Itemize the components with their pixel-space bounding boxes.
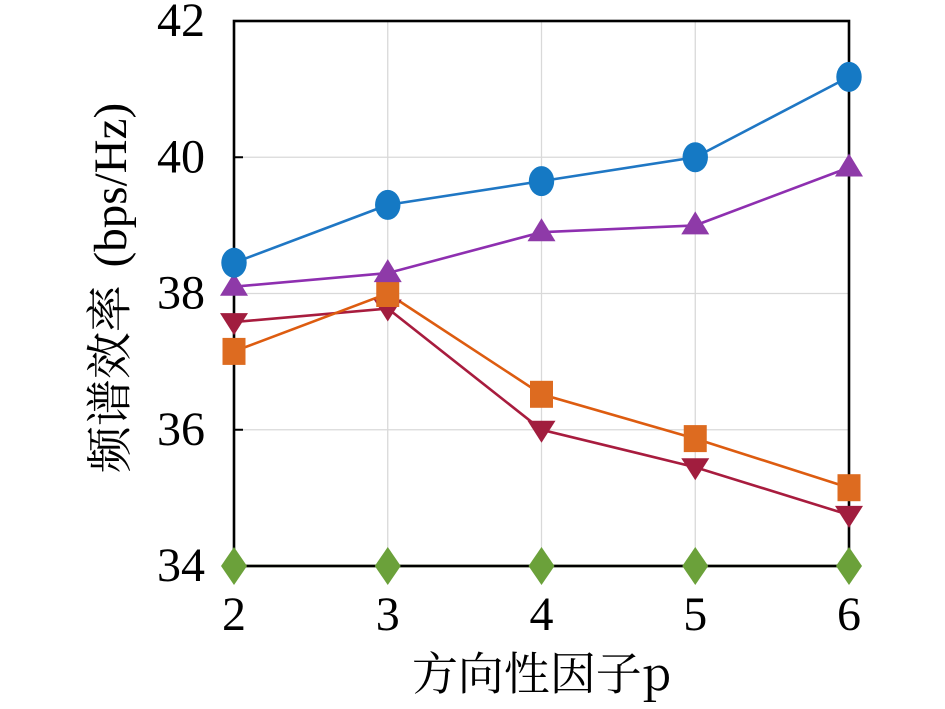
svg-text:5: 5 — [683, 588, 707, 641]
svg-text:36: 36 — [157, 403, 205, 456]
svg-text:38: 38 — [157, 267, 205, 320]
svg-text:2: 2 — [222, 588, 246, 641]
svg-text:40: 40 — [157, 130, 205, 183]
svg-text:4: 4 — [530, 588, 554, 641]
svg-text:6: 6 — [837, 588, 861, 641]
svg-text:42: 42 — [157, 0, 205, 47]
svg-text:34: 34 — [157, 539, 205, 592]
svg-text:3: 3 — [376, 588, 400, 641]
svg-text:方向性因子p: 方向性因子p — [412, 638, 671, 704]
